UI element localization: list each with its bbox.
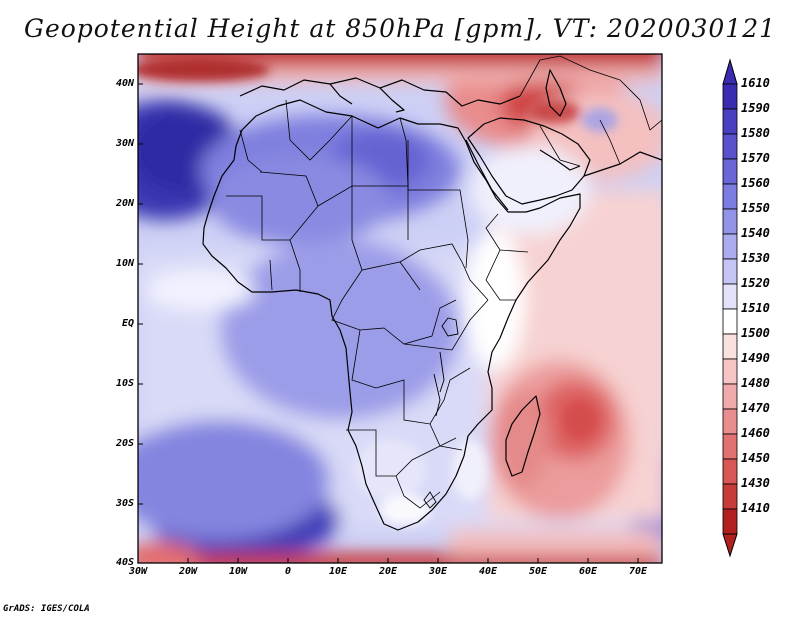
lon-label-50e: 50E xyxy=(528,566,548,577)
colorbar-level-label: 1580 xyxy=(741,126,770,140)
lat-label-20n: 20N xyxy=(115,198,134,209)
plot-frame xyxy=(137,53,663,564)
lat-label-40s: 40S xyxy=(115,557,134,568)
lon-label-10w: 10W xyxy=(228,566,248,577)
colorbar-swatch xyxy=(722,508,738,535)
colorbar xyxy=(722,58,738,558)
colorbar-swatch xyxy=(722,133,738,160)
colorbar-swatch xyxy=(722,408,738,435)
lat-label-30s: 30S xyxy=(115,498,134,509)
colorbar-level-label: 1610 xyxy=(741,76,770,90)
colorbar-swatch xyxy=(722,108,738,135)
lat-label-eq: EQ xyxy=(121,318,134,329)
lat-label-20s: 20S xyxy=(115,438,134,449)
country-borders xyxy=(226,55,662,509)
lat-label-40n: 40N xyxy=(115,78,134,89)
colorbar-level-label: 1540 xyxy=(741,226,770,240)
colorbar-level-label: 1470 xyxy=(741,401,770,415)
colorbar-level-label: 1550 xyxy=(741,201,770,215)
grads-credit: GrADS: IGES/COLA xyxy=(3,604,90,614)
lon-ticks xyxy=(187,558,639,563)
lon-label-60e: 60E xyxy=(578,566,598,577)
colorbar-swatch xyxy=(722,158,738,185)
colorbar-level-label: 1530 xyxy=(741,251,770,265)
lon-label-40e: 40E xyxy=(478,566,498,577)
colorbar-swatch xyxy=(722,233,738,260)
colorbar-level-label: 1480 xyxy=(741,376,770,390)
lon-label-30e: 30E xyxy=(428,566,448,577)
lon-label-10e: 10E xyxy=(328,566,348,577)
colorbar-swatch xyxy=(722,208,738,235)
lon-label-20w: 20W xyxy=(178,566,198,577)
colorbar-level-label: 1560 xyxy=(741,176,770,190)
colorbar-level-label: 1590 xyxy=(741,101,770,115)
colorbar-swatch xyxy=(722,433,738,460)
lon-label-70e: 70E xyxy=(628,566,648,577)
colorbar-swatch xyxy=(722,258,738,285)
lat-label-10s: 10S xyxy=(115,378,134,389)
colorbar-level-label: 1570 xyxy=(741,151,770,165)
colorbar-level-label: 1490 xyxy=(741,351,770,365)
lakes xyxy=(423,317,459,509)
colorbar-level-label: 1460 xyxy=(741,426,770,440)
colorbar-swatch xyxy=(722,308,738,335)
colorbar-level-label: 1450 xyxy=(741,451,770,465)
lat-label-10n: 10N xyxy=(115,258,134,269)
lon-label-20e: 20E xyxy=(378,566,398,577)
colorbar-swatch xyxy=(722,358,738,385)
colorbar-swatch xyxy=(722,333,738,360)
colorbar-level-label: 1510 xyxy=(741,301,770,315)
colorbar-bottom-arrow xyxy=(722,533,738,558)
geopotential-field xyxy=(138,54,662,563)
lon-label-0: 0 xyxy=(284,566,292,577)
colorbar-level-label: 1520 xyxy=(741,276,770,290)
colorbar-swatch xyxy=(722,483,738,510)
colorbar-level-label: 1410 xyxy=(741,501,770,515)
colorbar-swatch xyxy=(722,458,738,485)
colorbar-swatch xyxy=(722,283,738,310)
colorbar-swatch xyxy=(722,383,738,410)
map-title: Geopotential Height at 850hPa [gpm], VT:… xyxy=(23,14,777,43)
colorbar-top-arrow xyxy=(722,58,738,85)
colorbar-level-label: 1430 xyxy=(741,476,770,490)
lat-label-30n: 30N xyxy=(115,138,134,149)
lat-ticks xyxy=(138,83,143,505)
colorbar-swatch xyxy=(722,183,738,210)
lon-label-30w: 30W xyxy=(128,566,148,577)
colorbar-level-label: 1500 xyxy=(741,326,770,340)
colorbar-swatch xyxy=(722,83,738,110)
